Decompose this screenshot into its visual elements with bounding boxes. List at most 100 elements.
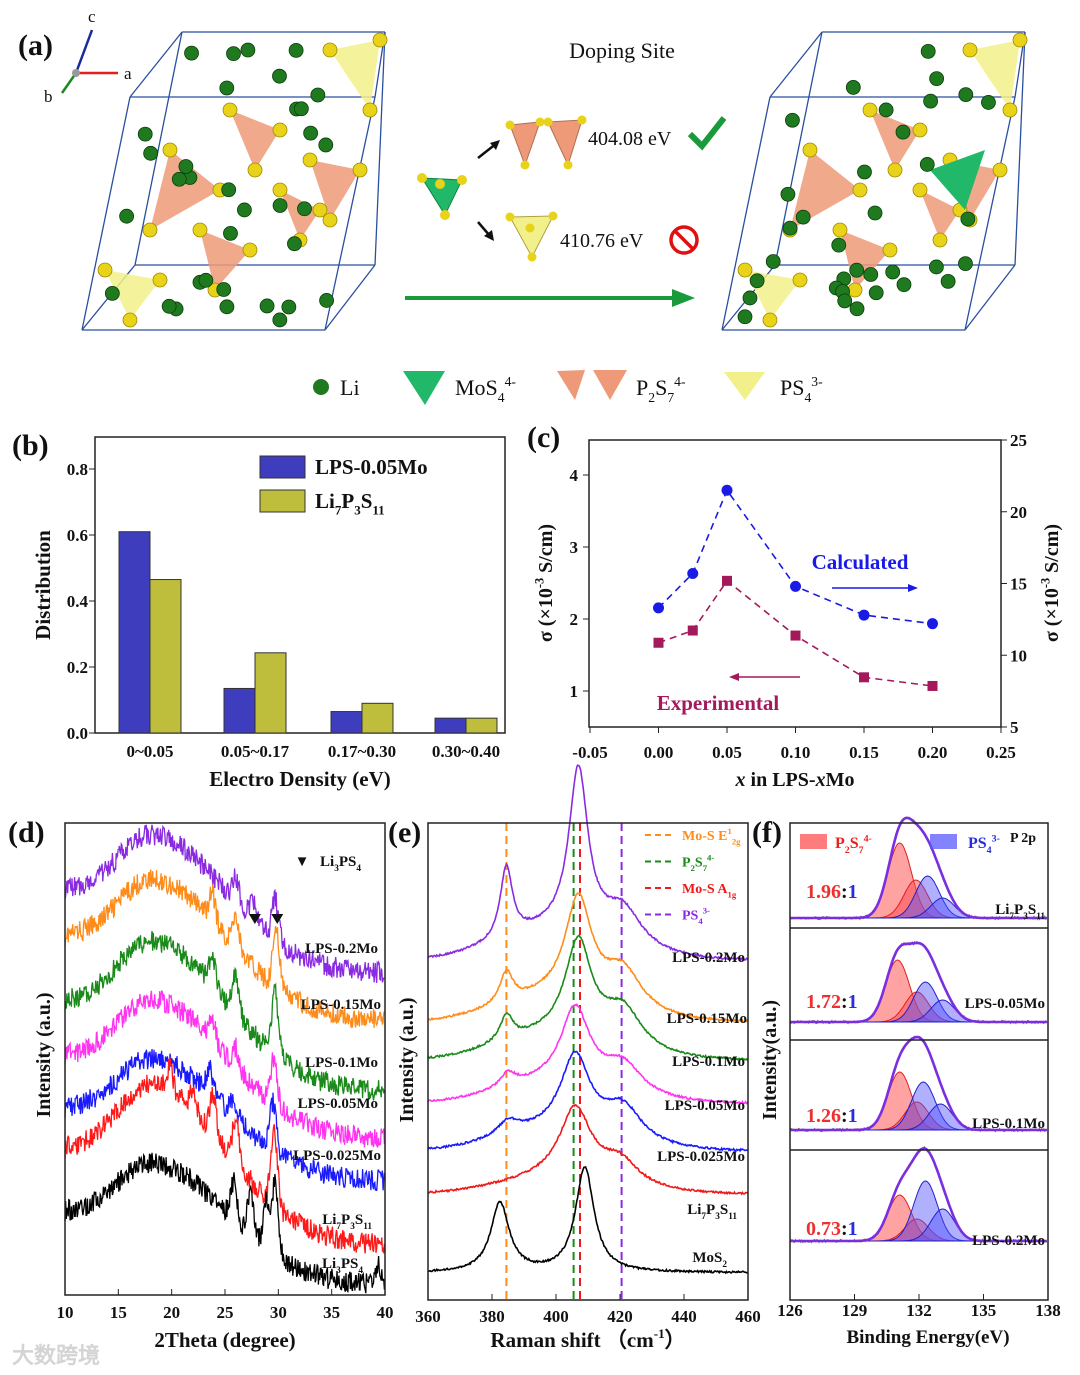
- li-atom: [849, 262, 865, 278]
- raman-curve: [427, 891, 749, 1023]
- text-segment: S: [655, 375, 667, 400]
- b-axis-arrow: [60, 72, 78, 94]
- sulfur-atom: [142, 222, 158, 238]
- sulfur-atom: [912, 122, 928, 138]
- x-tick-label: 126: [777, 1301, 803, 1320]
- panel-b-bar-chart: 0.0 0.2 0.4 0.6 0.8 0~0.05 0.05~0.17 0.17~0.30 0…: [31, 436, 506, 791]
- series-label: LPS-0.1Mo: [305, 1055, 378, 1071]
- text-segment: 2: [845, 845, 850, 856]
- ratio-separator: :: [841, 881, 848, 903]
- li-atom: [981, 95, 996, 110]
- x-axis-label: Electro Density (eV): [209, 767, 391, 791]
- xps-subpanel: 0.73:1 LPS-0.2Mo: [789, 1145, 1048, 1249]
- li-atom: [237, 202, 252, 218]
- bar: [330, 711, 363, 734]
- li-atom: [831, 237, 847, 253]
- li-atom: [749, 273, 765, 289]
- p2s7-icon: [547, 119, 583, 167]
- unit-cell-edge: [324, 96, 376, 331]
- unit-cell-edge: [134, 31, 183, 266]
- text-segment: S: [361, 489, 373, 513]
- ratio-label: 1.26:1: [806, 1105, 858, 1127]
- y-tick-label-right: 10: [1010, 646, 1027, 665]
- text-segment: 7: [859, 845, 864, 856]
- sulfur-atom: [737, 262, 753, 278]
- li-atom: [259, 298, 275, 314]
- li-atom: [929, 71, 945, 87]
- li-atom: [923, 93, 939, 109]
- li-atom: [178, 159, 194, 174]
- ratio-separator: :: [841, 991, 848, 1013]
- x-tick-label: 0.30~0.40: [432, 742, 500, 761]
- bar: [223, 687, 256, 734]
- sulfur-atom: [372, 32, 388, 48]
- li-atom: [161, 298, 177, 314]
- li-atom: [895, 124, 911, 140]
- panel-label: (a): [18, 29, 53, 62]
- y-tick-label-left: 2: [570, 610, 579, 629]
- li-atom: [104, 285, 120, 301]
- mos4-tetrahedron-icon: [421, 177, 463, 217]
- li-atom: [845, 80, 861, 95]
- x-tick-label: 138: [1035, 1301, 1061, 1320]
- fitted-envelope: [790, 1147, 1047, 1243]
- text-segment: PS: [968, 835, 987, 852]
- series-line-calculated: [657, 488, 933, 625]
- y-tick-label-left: 4: [570, 466, 579, 485]
- x-tick-label: 135: [971, 1301, 997, 1320]
- sulfur-atom: [272, 122, 288, 138]
- text-segment: 4: [698, 916, 703, 926]
- unit-cell-edge: [129, 31, 183, 98]
- text-segment: P: [706, 1202, 715, 1218]
- xrd-curve: [64, 869, 386, 1028]
- li-atom: [219, 299, 235, 315]
- panel-a-structure: a b c: [44, 7, 1028, 331]
- text-segment: LPS-0.1Mo: [672, 1054, 745, 1070]
- sulfur-atom: [302, 152, 318, 168]
- text-segment: 3-: [703, 906, 710, 916]
- y-tick-label: 0.6: [67, 526, 88, 545]
- x-tick-label: 420: [607, 1307, 633, 1326]
- li-atom: [171, 171, 187, 187]
- sulfur-atom: [962, 42, 978, 58]
- data-point: [653, 602, 664, 614]
- li-atom: [782, 220, 798, 236]
- plot-frame: [94, 436, 506, 734]
- y-axis-label: Intensity (a.u.): [396, 997, 418, 1122]
- li-atom: [885, 264, 901, 280]
- x-tick-label: 440: [671, 1307, 697, 1326]
- panel-label: (b): [12, 429, 49, 462]
- text-segment: S: [850, 835, 859, 852]
- li-atom: [958, 256, 973, 272]
- p2s7-tetrahedron: [870, 110, 920, 170]
- li-atom: [867, 205, 883, 221]
- arrowhead: [908, 584, 918, 592]
- li-atom: [226, 46, 241, 62]
- text-segment: P: [636, 375, 648, 400]
- sulfur-atom: [505, 212, 515, 222]
- sulfur-atom: [577, 115, 587, 125]
- panel-c-line-chart: -0.05 0.00 0.05 0.10 0.15 0.20 0.25 1 2 3 4 5 10 15 20…: [533, 431, 1063, 791]
- li-atom: [958, 87, 974, 103]
- unit-cell-edge: [721, 96, 771, 331]
- series-label: LPS-0.2Mo: [305, 941, 378, 957]
- ps4-legend-icon: [724, 372, 765, 400]
- legend-p2s7: P2S74-: [636, 374, 686, 405]
- sulfur-atom: [548, 211, 558, 221]
- fitted-envelope: [790, 1035, 1047, 1132]
- sulfur-atom: [992, 162, 1008, 178]
- ratio-label: 0.73:1: [806, 1218, 858, 1240]
- panel-label: (d): [8, 816, 45, 849]
- sulfur-atom: [97, 262, 113, 278]
- structure-legend: Li MoS44- P2S74- PS43-: [313, 370, 823, 405]
- li3ps4-marker-icon: ▼: [295, 854, 310, 870]
- li-atom: [319, 293, 334, 308]
- legend-swatch: [259, 455, 306, 479]
- fitted-envelope: [790, 941, 1047, 1024]
- sulfur-atom: [152, 272, 168, 288]
- unit-cell-edge: [1014, 31, 1026, 266]
- sulfur-atom: [322, 212, 338, 228]
- prohibited-icon: [669, 225, 699, 255]
- sulfur-atom: [362, 102, 378, 118]
